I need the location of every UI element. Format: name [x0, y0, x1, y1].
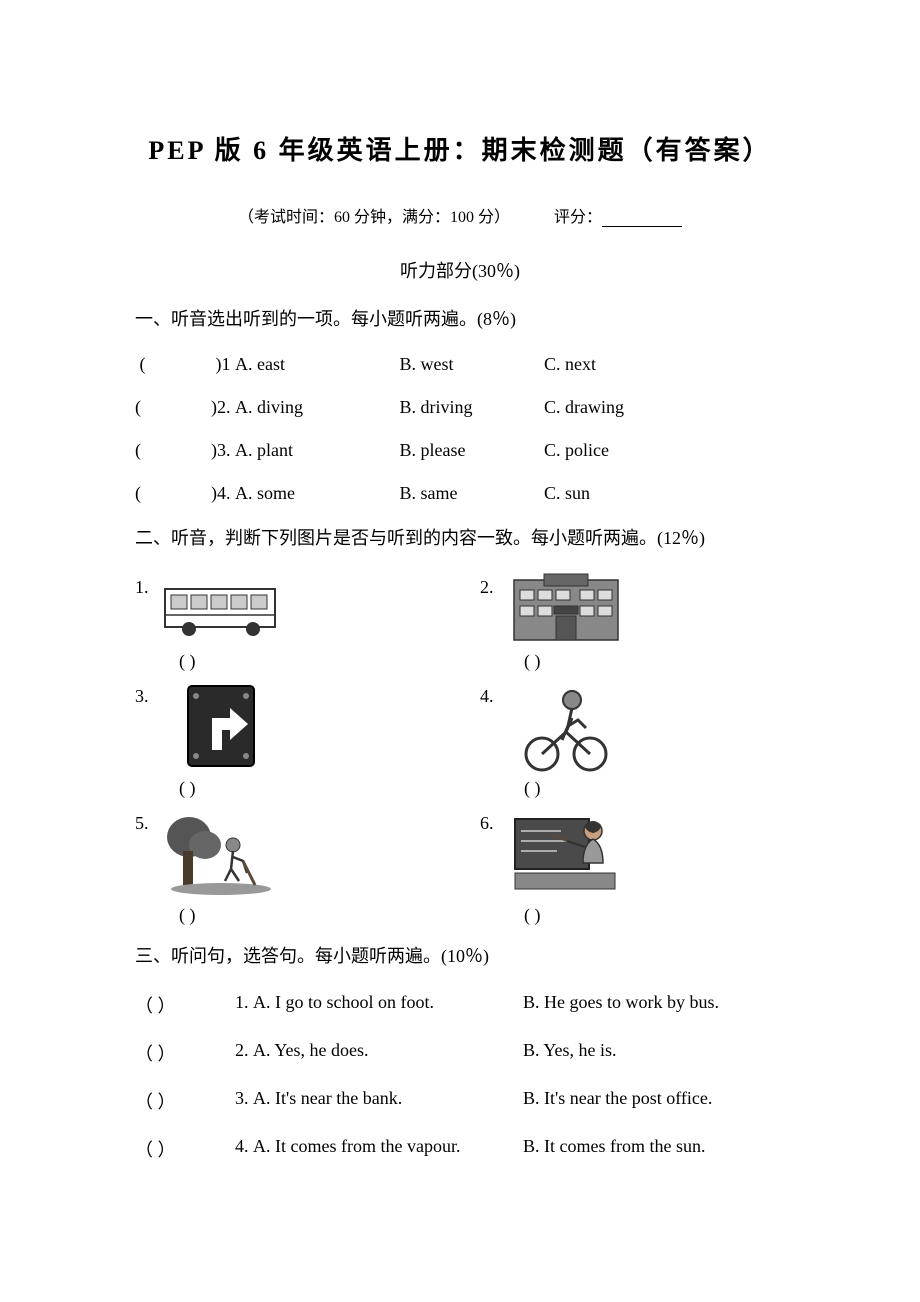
opt-b: B. It's near the post office. [523, 1088, 712, 1114]
blank-space[interactable] [141, 440, 211, 461]
img-num: 3. [135, 682, 149, 707]
bus-icon [161, 579, 281, 639]
building-image [506, 573, 626, 645]
cn-paren[interactable]: （ ） [135, 1136, 235, 1162]
image-grid: 1. ( ) 2. [135, 573, 785, 926]
q-num: )2. [211, 397, 231, 417]
opt-b: B. please [400, 440, 540, 461]
img-item-2: 2. ( ) [480, 573, 785, 672]
section-3-title: 三、听问句，选答句。每小题听两遍。(10％) [135, 944, 785, 969]
opt-a: A. I go to school on foot. [253, 992, 523, 1018]
section-1-title: 一、听音选出听到的一项。每小题听两遍。(8％) [135, 307, 785, 332]
score-label: 评分： [554, 209, 602, 226]
blank-space[interactable] [146, 354, 216, 375]
q1-3: ( )3. A. plant B. please C. police [135, 440, 785, 461]
q-num: 1. [235, 992, 249, 1018]
q-num: 4. [235, 1136, 249, 1162]
q-num: )4. [211, 483, 231, 503]
q1-1: ( )1 A. east B. west C. next [135, 354, 785, 375]
building-icon [506, 572, 626, 646]
q3-2: （ ） 2. A. Yes, he does. B. Yes, he is. [135, 1040, 785, 1066]
opt-b: B. west [400, 354, 540, 375]
q1-2: ( )2. A. diving B. driving C. drawing [135, 397, 785, 418]
opt-c: C. police [544, 440, 664, 461]
opt-b: B. He goes to work by bus. [523, 992, 719, 1018]
q-num: )1 [216, 354, 231, 374]
opt-b: B. driving [400, 397, 540, 418]
img-num: 5. [135, 809, 149, 834]
answer-paren[interactable]: ( ) [524, 778, 785, 799]
img-item-1: 1. ( ) [135, 573, 440, 672]
page-title: PEP 版 6 年级英语上册：期末检测题（有答案） [135, 130, 785, 167]
cn-paren[interactable]: （ ） [135, 1088, 235, 1114]
img-item-4: 4. ( ) [480, 682, 785, 799]
opt-b: B. Yes, he is. [523, 1040, 617, 1066]
opt-a: A. plant [235, 440, 395, 461]
listening-header: 听力部分(30％) [135, 257, 785, 283]
img-num: 6. [480, 809, 494, 834]
answer-paren[interactable]: ( ) [524, 651, 785, 672]
turn-sign-image [161, 682, 281, 772]
blank-space[interactable] [141, 397, 211, 418]
q3-3: （ ） 3. A. It's near the bank. B. It's ne… [135, 1088, 785, 1114]
exam-info-row: （考试时间：60 分钟，满分：100 分） 评分： [135, 203, 785, 227]
img-item-6: 6. ( ) [480, 809, 785, 926]
opt-c: C. sun [544, 483, 664, 504]
teacher-icon [511, 811, 621, 897]
cn-paren[interactable]: （ ） [135, 1040, 235, 1066]
opt-a: A. Yes, he does. [253, 1040, 523, 1066]
opt-b: B. same [400, 483, 540, 504]
teacher-image [506, 809, 626, 899]
bus-image [161, 573, 281, 645]
img-item-3: 3. ( ) [135, 682, 440, 799]
q-num: 2. [235, 1040, 249, 1066]
q-num: 3. [235, 1088, 249, 1114]
section-2-title: 二、听音，判断下列图片是否与听到的内容一致。每小题听两遍。(12％) [135, 526, 785, 551]
answer-paren[interactable]: ( ) [524, 905, 785, 926]
answer-paren[interactable]: ( ) [179, 905, 440, 926]
section-1-questions: ( )1 A. east B. west C. next ( )2. A. di… [135, 354, 785, 504]
img-num: 1. [135, 573, 149, 598]
answer-paren[interactable]: ( ) [179, 778, 440, 799]
opt-a: A. diving [235, 397, 395, 418]
exam-info: （考试时间：60 分钟，满分：100 分） [238, 209, 510, 226]
q3-1: （ ） 1. A. I go to school on foot. B. He … [135, 992, 785, 1018]
q1-4: ( )4. A. some B. same C. sun [135, 483, 785, 504]
opt-c: C. next [544, 354, 664, 375]
cn-paren[interactable]: （ ） [135, 992, 235, 1018]
opt-c: C. drawing [544, 397, 664, 418]
answer-paren[interactable]: ( ) [179, 651, 440, 672]
opt-b: B. It comes from the sun. [523, 1136, 705, 1162]
turn-right-sign-icon [182, 682, 260, 772]
planting-tree-icon [161, 811, 281, 897]
opt-a: A. It's near the bank. [253, 1088, 523, 1114]
bike-rider-icon [516, 682, 616, 772]
bike-rider-image [506, 682, 626, 772]
img-item-5: 5. ( ) [135, 809, 440, 926]
img-num: 4. [480, 682, 494, 707]
q-num: )3. [211, 440, 231, 460]
section-3-questions: （ ） 1. A. I go to school on foot. B. He … [135, 992, 785, 1162]
opt-a: A. some [235, 483, 395, 504]
tree-person-image [161, 809, 281, 899]
blank-space[interactable] [141, 483, 211, 504]
opt-a: A. It comes from the vapour. [253, 1136, 523, 1162]
score-blank[interactable] [602, 211, 682, 227]
q3-4: （ ） 4. A. It comes from the vapour. B. I… [135, 1136, 785, 1162]
opt-a: A. east [235, 354, 395, 375]
img-num: 2. [480, 573, 494, 598]
